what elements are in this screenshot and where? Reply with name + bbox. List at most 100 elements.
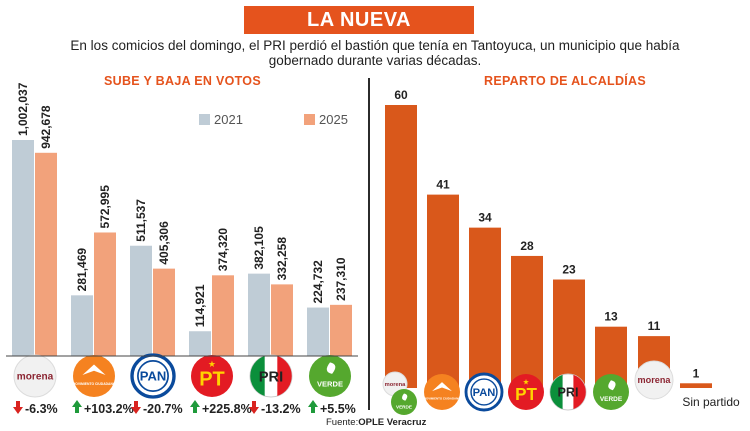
pan-logo-ring	[470, 378, 498, 406]
mayoralty-bar-morena-verde	[385, 105, 417, 388]
verde-logo: VERDE	[391, 389, 417, 415]
verde-logo: VERDE	[309, 355, 351, 397]
bar-2021-mc	[71, 295, 93, 356]
mayoralty-value-morena: 11	[648, 319, 661, 333]
mayoralty-bar-sin-partido	[680, 383, 712, 388]
pri-logo: PRI	[549, 373, 587, 411]
toucan-icon	[402, 393, 408, 401]
section-divider	[368, 78, 370, 410]
bar-2025-pt	[212, 275, 234, 356]
arrow-down-icon	[131, 401, 141, 414]
bar-2025-pri	[271, 284, 293, 356]
morena-logo-text: morena	[638, 375, 672, 385]
verde-logo-text: VERDE	[317, 380, 343, 389]
votes-bar-chart: 1,002,037 942,678 morena -6.3% 281,469 572,99…	[6, 82, 358, 416]
bar-2025-verde	[330, 304, 352, 356]
pri-logo-red	[277, 356, 292, 396]
value-label-2021-pan: 511,537	[134, 199, 148, 242]
change-label-mc: +103.2%	[84, 402, 134, 416]
pan-logo-text: PAN	[473, 387, 496, 399]
value-label-2021-morena: 1,002,037	[16, 82, 30, 136]
mayoralty-value-verde: 13	[604, 310, 618, 324]
mayoralty-value-pan: 34	[478, 211, 492, 225]
source-value: OPLE Veracruz	[358, 417, 427, 428]
mayoralty-value-morena-verde: 60	[394, 88, 408, 102]
arrow-down-icon	[249, 401, 259, 414]
morena-logo: morena	[634, 360, 674, 400]
value-label-2025-morena: 942,678	[39, 105, 53, 149]
morena-logo-text: morena	[385, 382, 407, 388]
pt-logo-circle	[191, 355, 233, 397]
sin-partido-label: Sin partido	[682, 395, 740, 409]
arrow-up-icon	[308, 400, 318, 413]
value-label-2021-verde: 224,732	[311, 260, 325, 304]
pri-logo-text: PRI	[558, 386, 579, 400]
value-label-2021-pt: 114,921	[193, 284, 207, 327]
morena-logo-circle	[13, 354, 57, 398]
votes-chart-title: SUBE Y BAJA EN VOTOS	[104, 74, 261, 88]
toucan-icon	[326, 362, 336, 374]
page-subtitle: En los comicios del domingo, el PRI perd…	[70, 38, 680, 68]
value-label-2021-pri: 382,105	[252, 226, 266, 270]
value-label-2025-pri: 332,258	[275, 237, 289, 281]
pan-logo: PAN	[130, 353, 176, 399]
value-label-2021-mc: 281,469	[75, 248, 89, 292]
mc-logo: MOVIMIENTO CIUDADANO	[424, 374, 462, 410]
mayoralties-chart-title: REPARTO DE ALCALDÍAS	[484, 74, 647, 88]
value-label-2025-mc: 572,995	[98, 185, 112, 229]
pri-logo-red	[573, 374, 586, 410]
pan-logo-text: PAN	[140, 369, 167, 384]
change-label-pt: +225.8%	[202, 402, 252, 416]
star-icon: ★	[523, 377, 530, 386]
source-label: Fuente:	[326, 417, 359, 428]
pri-logo: PRI	[249, 354, 293, 398]
legend-swatch-2021	[199, 114, 210, 125]
mayoralty-value-mc: 41	[436, 178, 450, 192]
toucan-icon	[608, 380, 616, 391]
eagle-icon	[82, 364, 106, 375]
change-label-verde: +5.5%	[320, 402, 356, 416]
pri-logo-green	[550, 374, 563, 410]
change-label-pri: -13.2%	[261, 402, 301, 416]
mc-logo-circle	[424, 374, 460, 410]
verde-logo-circle	[391, 389, 417, 415]
value-label-2025-pt: 374,320	[216, 228, 230, 272]
mayoralty-bar-pt	[511, 255, 543, 388]
bar-2021-verde	[307, 307, 329, 356]
mc-logo-circle	[73, 355, 115, 397]
mayoralty-bar-pri	[553, 279, 585, 388]
value-label-2025-verde: 237,310	[334, 257, 348, 301]
bar-2021-pan	[130, 245, 152, 356]
bar-2021-pri	[248, 273, 270, 356]
arrow-down-icon	[13, 401, 23, 414]
mayoralty-value-pri: 23	[562, 263, 576, 277]
mayoralty-value-pt: 28	[520, 239, 534, 253]
change-label-morena: -6.3%	[25, 402, 58, 416]
pt-logo-circle	[508, 374, 544, 410]
star-icon: ★	[208, 359, 216, 369]
arrow-up-icon	[72, 400, 82, 413]
mayoralty-bar-mc	[427, 194, 459, 388]
arrow-up-icon	[190, 400, 200, 413]
pt-logo-text: PT	[199, 368, 224, 390]
page-title: LA NUEVA GEOGRAFÍA	[244, 6, 474, 59]
pt-logo-text: PT	[515, 385, 537, 404]
verde-logo-circle	[593, 374, 629, 410]
verde-logo-text: VERDE	[396, 405, 412, 410]
change-label-pan: -20.7%	[143, 402, 183, 416]
legend-swatch-2025	[304, 114, 315, 125]
verde-logo: VERDE	[593, 374, 629, 410]
value-label-2025-pan: 405,306	[157, 221, 171, 265]
legend-label-2025: 2025	[319, 112, 348, 127]
bar-2021-morena	[12, 140, 34, 356]
eagle-icon	[432, 382, 452, 392]
morena-logo-text: morena	[17, 371, 54, 382]
mayoralty-bar-pan	[469, 227, 501, 388]
morena-logo: morena	[13, 354, 57, 398]
morena-logo-circle	[634, 360, 674, 400]
mc-logo-text: MOVIMIENTO CIUDADANO	[424, 397, 462, 401]
pri-logo-text: PRI	[259, 369, 283, 385]
pri-logo-green	[250, 356, 265, 396]
mc-logo: MOVIMIENTO CIUDADANO	[72, 355, 116, 397]
